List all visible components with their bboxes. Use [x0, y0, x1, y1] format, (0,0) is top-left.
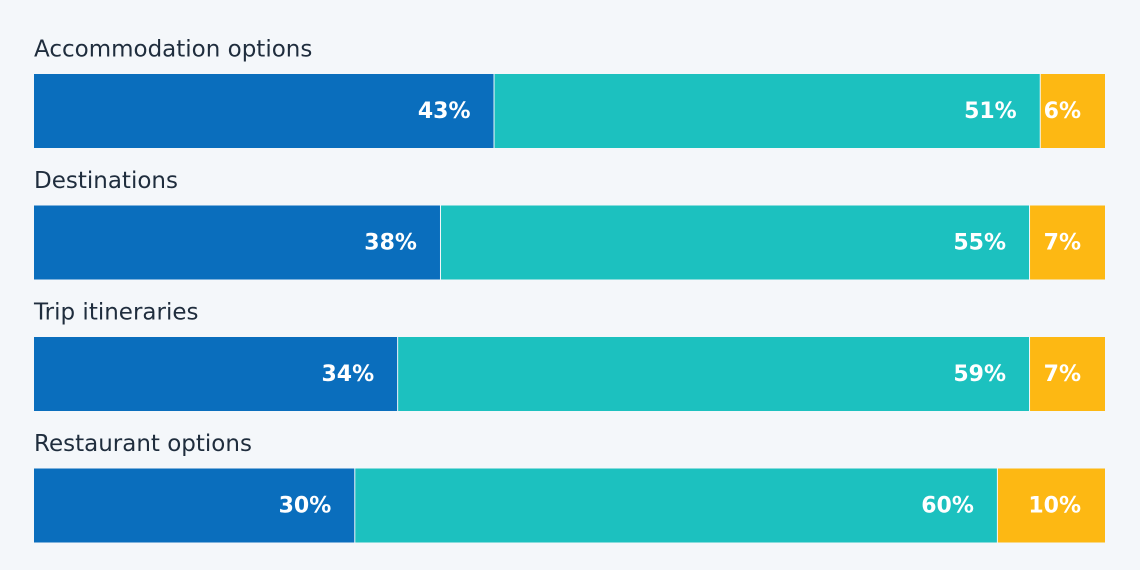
data-label: 7%: [1044, 231, 1081, 256]
data-label: 30%: [279, 494, 332, 519]
category-label: Accommodation options: [34, 37, 312, 63]
data-label: 55%: [953, 231, 1006, 256]
bar-segment: [355, 468, 997, 543]
bar-segment: [34, 74, 494, 148]
bar-segment: [494, 74, 1040, 148]
bar-segment: [440, 205, 1030, 280]
bar-segment: [34, 337, 398, 411]
bar-segment: [34, 468, 355, 543]
bar-segment: [1030, 205, 1105, 280]
bar-segment: [34, 205, 440, 280]
data-label: 7%: [1044, 362, 1081, 387]
bar-segment: [997, 468, 1105, 543]
bar-segment: [1030, 337, 1105, 411]
data-label: 6%: [1044, 99, 1081, 124]
bar-segment: [1040, 74, 1105, 148]
data-label: 34%: [321, 362, 374, 387]
data-label: 10%: [1028, 494, 1081, 519]
data-label: 60%: [921, 494, 974, 519]
category-label: Trip itineraries: [33, 300, 198, 326]
category-label: Restaurant options: [34, 431, 252, 457]
category-label: Destinations: [34, 168, 178, 194]
bar-segment: [398, 337, 1030, 411]
data-label: 59%: [953, 362, 1006, 387]
data-label: 51%: [964, 99, 1017, 124]
data-label: 43%: [418, 99, 471, 124]
data-label: 38%: [364, 231, 417, 256]
